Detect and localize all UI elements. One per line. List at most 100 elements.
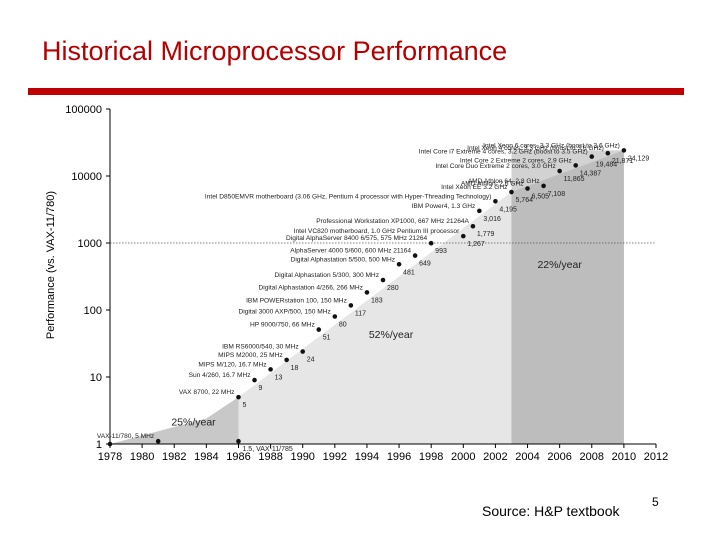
point-ibm-rs6000 [300,349,306,354]
point-vax-11-785 [236,438,241,444]
point-core-duo-extreme [557,168,562,174]
point-xeon-ee [509,189,514,195]
x-tick-label-1994: 1994 [355,451,379,463]
point-label-sun-4-260: Sun 4/260, 16.7 MHz [189,372,251,379]
point-label-vax-11-780: VAX-11/780, 5 MHz [97,433,154,440]
x-tick-label-1998: 1998 [419,451,443,463]
value-label-athlon: 6,505 [532,194,550,201]
value-label-xeon-6-cores: 24,129 [628,155,650,162]
point-label-xeon-6-cores: Intel Xeon 6 cores, 3.3 GHz (boost to 3.… [483,142,620,149]
value-label-ibm-rs6000: 24 [307,357,315,364]
point-label-ibm-rs6000: IBM RS6000/540, 30 MHz [222,344,299,351]
x-tick-label-2000: 2000 [451,451,475,463]
point-xeon-6-cores [621,148,627,153]
region-52-percent [238,192,512,444]
value-label-xeon-ee: 5,764 [515,197,533,204]
point-intel-d850emvr [493,198,498,204]
point-label-dec-3000: Digital 3000 AXP/500, 150 MHz [238,308,330,315]
x-tick-label-1992: 1992 [323,451,347,463]
point-label-hp-9000: HP 9000/750, 66 MHz [250,322,315,329]
growth-regions: 25%/year 52%/year 22%/year [110,150,624,444]
title-divider [28,88,684,95]
value-label-intel-vc820: 1,267 [467,241,485,248]
value-label-ibm-power4: 3,016 [483,216,501,223]
y-axis-label: Performance (vs. VAX-11/780) [45,191,57,339]
point-core-2-extreme [573,163,579,168]
point-mips-m120 [268,367,273,372]
performance-chart: 25%/year 52%/year 22%/year 1 10 100 1000 10000… [45,104,668,463]
value-label-core-duo-extreme: 11,865 [564,176,585,183]
value-label-xp1000: 1,779 [477,231,495,238]
value-label-hp-9000: 51 [323,335,331,342]
point-label-xeon-ee: Intel Xeon EE 3.2 GHz [441,184,507,191]
value-label-mips-m2000: 18 [291,365,299,372]
point-label-core-2-extreme: Intel Core 2 Extreme 2 cores, 2.9 GHz [460,157,572,164]
label-52-percent-year: 52%/year [369,329,414,341]
y-tick-label-10: 10 [90,372,102,384]
point-label-intel-vc820: Intel VC820 motherboard, 1.0 GHz Pentium… [294,228,460,235]
point-alphaserver-8400 [428,240,434,246]
point-sun-4-260 [252,377,257,383]
point-label-alphastation-5-300: Digital Alphastation 5/300, 300 MHz [275,272,379,279]
point-alphastation-5-500 [396,261,402,267]
point-label-ibm-powerstation: IBM POWERstation 100, 150 MHz [246,297,347,304]
point-label-xeon-4-cores: Intel Xeon 4 cores, 3.3 GHz (boost to 3.… [467,145,604,152]
region-22-percent-curve [511,150,624,444]
point-label-ibm-power4: IBM Power4, 1.3 GHz [412,203,476,210]
value-label-xeon-4-cores: 21,871 [612,158,634,165]
value-label-alphastation-4-266: 183 [371,297,383,304]
point-label-mips-m120: MIPS M/120, 16.7 MHz [198,361,266,368]
point-label-alphaserver-4000: AlphaServer 4000 5/600, 600 MHz 21164 [290,248,411,255]
x-tick-label-2002: 2002 [483,451,507,463]
x-tick-label-1990: 1990 [290,451,314,463]
point-intel-vc820 [460,233,466,239]
x-tick-label-2010: 2010 [612,451,636,463]
point-label-mips-m2000: MIPS M2000, 25 MHz [218,352,283,359]
y-tick-label-100000: 100000 [65,104,102,116]
value-label-athlon-64: 7,108 [548,191,566,198]
point-xp1000 [470,223,476,229]
point-label-alphastation-5-500: Digital Alphastation 5/500, 500 MHz [291,256,395,263]
point-dec-3000 [332,314,338,319]
value-label-alphaserver-8400: 993 [435,248,447,255]
value-label-dec-3000: 80 [339,321,347,328]
label-25-percent-year: 25%/year [171,416,216,428]
point-label-athlon-64: AMD Athlon 64, 2.8 GHz [468,178,540,185]
point-label-intel-d850emvr: Intel D850EMVR motherboard (3.06 GHz, Pe… [205,193,491,200]
point-alphastation-4-266 [364,290,370,295]
point-label-vax-8700: VAX 8700, 22 MHz [179,389,235,396]
point-alphastation-5-300 [380,277,386,283]
point-vax-11-780 [155,438,161,444]
point-ibm-powerstation [348,303,354,308]
value-label-alphastation-5-300: 280 [387,285,399,292]
axes: 1 10 100 1000 10000 100000 1978 1980 1982 1984 198… [65,104,668,463]
slide-title: Historical Microprocessor Performance [42,36,508,66]
x-tick-label-2012: 2012 [644,451,668,463]
point-label-core-duo-extreme: Intel Core Duo Extreme 2 cores, 3.0 GHz [435,163,555,170]
x-tick-label-2008: 2008 [580,451,604,463]
point-label-core-i7-extreme: Intel Core i7 Extreme 4 cores, 3.2 GHz (… [419,149,588,156]
x-tick-label-1988: 1988 [258,451,282,463]
value-label-sun-4-260: 9 [259,385,263,392]
region-25-percent [110,397,239,444]
value-label-ibm-powerstation: 117 [355,310,366,317]
point-hp-9000 [316,327,322,332]
value-label-vax-8700: 5 [242,402,246,409]
value-label-intel-d850emvr: 4,195 [499,206,517,213]
y-tick-label-1: 1 [96,439,102,451]
point-label-alphastation-4-266: Digital Alphastation 4/266, 266 MHz [258,284,362,291]
point-athlon [525,186,530,191]
value-label-core-2-extreme: 14,387 [580,170,602,177]
x-tick-label-1980: 1980 [130,451,154,463]
value-label-alphastation-5-500: 481 [403,269,415,276]
point-label-xp1000: Professional Workstation XP1000, 667 MHz… [316,218,469,225]
point-alphaserver-4000 [412,253,418,258]
point-label-alphaserver-8400: Digital AlphaServer 8400 6/575, 575 MHz … [286,235,427,242]
point-mips-m2000 [284,357,289,363]
label-22-percent-year: 22%/year [537,259,582,271]
value-label-core-i7-extreme: 19,484 [596,162,618,169]
page-number: 5 [652,495,659,509]
x-tick-label-1978: 1978 [98,451,122,463]
point-1978 [107,441,113,447]
data-points: VAX-11/780, 5 MHz 1.5, VAX-11/785 5 VAX 870… [97,142,650,453]
